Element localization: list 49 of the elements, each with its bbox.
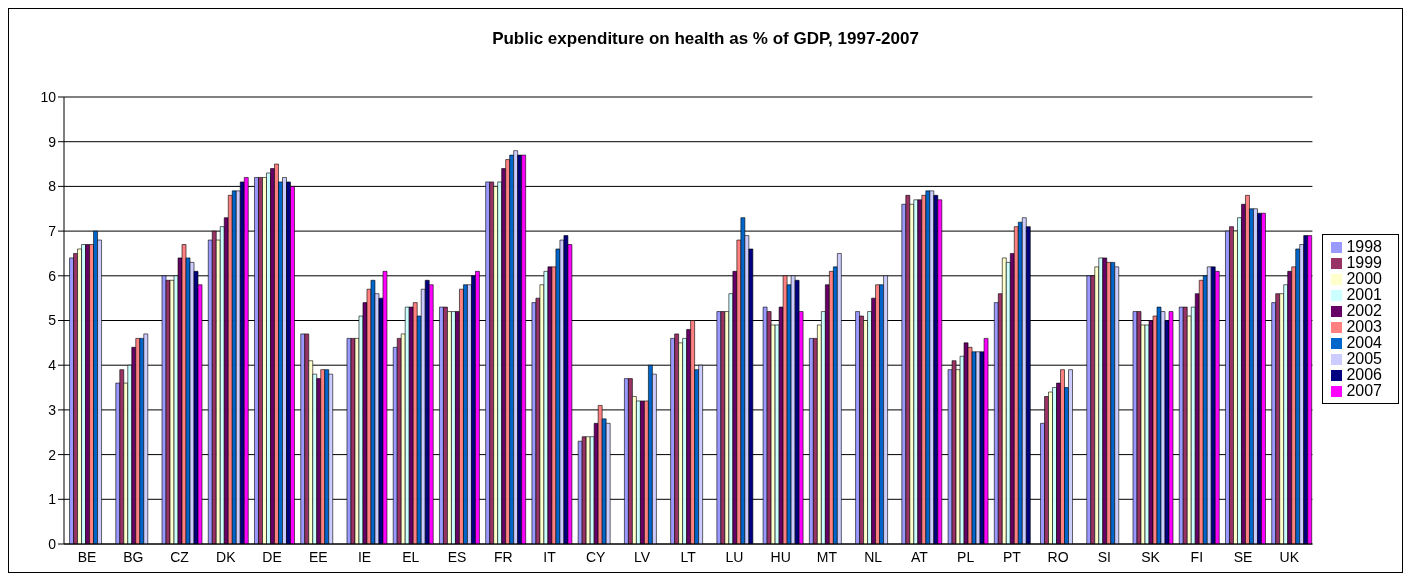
y-tick-label: 6 <box>48 267 57 284</box>
x-tick-label: DK <box>216 548 237 565</box>
x-tick-label: SE <box>1233 548 1253 565</box>
x-tick-label: CZ <box>170 548 190 565</box>
x-tick-label: BE <box>77 548 97 565</box>
y-tick-label: 0 <box>48 535 57 552</box>
x-tick-label: LT <box>680 548 697 565</box>
chart-title: Public expenditure on health as % of GDP, 1997-2007 <box>491 28 920 50</box>
x-tick-label: MT <box>816 548 838 565</box>
y-tick-label: 4 <box>48 357 57 374</box>
legend-label: 2006 <box>1346 366 1382 383</box>
legend-label: 2001 <box>1346 286 1382 303</box>
x-tick-label: IE <box>357 548 372 565</box>
x-tick-label: EL <box>402 548 420 565</box>
x-tick-label: DE <box>262 548 282 565</box>
y-tick-label: 5 <box>48 312 57 329</box>
legend-label: 2002 <box>1346 302 1382 319</box>
x-tick-label: IT <box>543 548 557 565</box>
x-tick-label: LU <box>725 548 744 565</box>
x-tick-label: FI <box>1190 548 1204 565</box>
x-tick-label: FR <box>493 548 513 565</box>
legend-label: 2004 <box>1346 334 1382 351</box>
y-tick-label: 2 <box>48 446 57 463</box>
legend-label: 1998 <box>1346 238 1382 255</box>
y-tick-label: 10 <box>40 88 57 105</box>
x-tick-label: NL <box>864 548 883 565</box>
x-tick-label: UK <box>1279 548 1300 565</box>
legend-label: 2000 <box>1346 270 1382 287</box>
x-tick-label: LV <box>633 548 651 565</box>
y-tick-label: 8 <box>48 178 57 195</box>
x-tick-label: SK <box>1141 548 1161 565</box>
x-tick-label: PL <box>957 548 975 565</box>
legend-label: 2005 <box>1346 350 1382 367</box>
legend-label: 2003 <box>1346 318 1382 335</box>
y-tick-label: 1 <box>48 491 57 508</box>
x-tick-label: HU <box>770 548 791 565</box>
x-tick-label: BG <box>123 548 144 565</box>
x-tick-label: AT <box>910 548 929 565</box>
x-tick-label: EE <box>308 548 328 565</box>
x-tick-label: SI <box>1097 548 1111 565</box>
x-tick-label: RO <box>1047 548 1069 565</box>
legend-label: 2007 <box>1346 382 1382 399</box>
y-tick-label: 7 <box>48 223 57 240</box>
x-tick-label: CY <box>586 548 607 565</box>
legend-label: 1999 <box>1346 254 1382 271</box>
y-tick-label: 3 <box>48 401 57 418</box>
x-tick-label: PT <box>1002 548 1022 565</box>
y-tick-label: 9 <box>48 133 57 150</box>
x-tick-label: ES <box>447 548 467 565</box>
